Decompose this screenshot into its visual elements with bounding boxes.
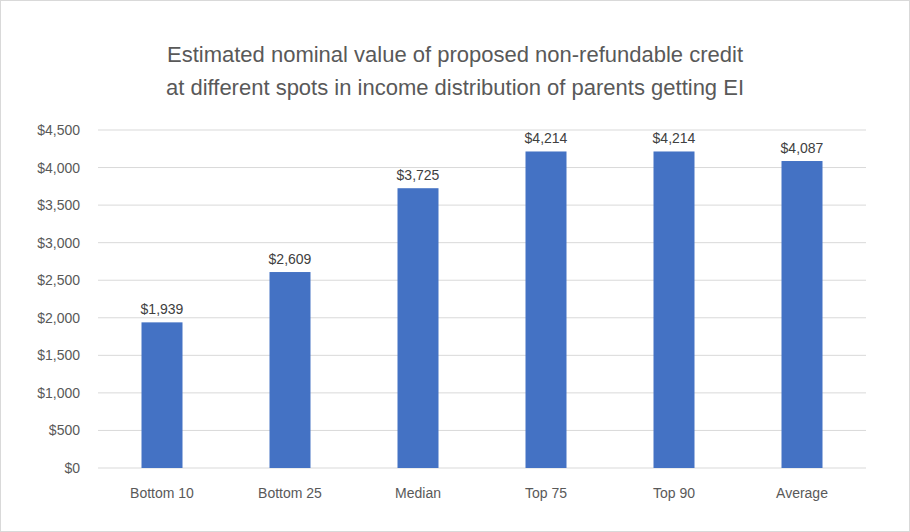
x-tick-label: Top 75 [525,485,567,501]
data-label: $4,214 [653,130,696,146]
bar [398,188,439,468]
y-tick-label: $4,500 [37,122,80,138]
bar [526,151,567,468]
bars [142,151,823,468]
y-axis-range [98,130,99,468]
data-label: $2,609 [269,251,312,267]
chart-area [1,1,910,532]
x-tick-label: Top 90 [653,485,695,501]
y-tick-label: $2,500 [37,272,80,288]
grid-line [98,392,866,393]
y-tick-label: $1,000 [37,385,80,401]
grid-line [98,317,866,318]
grid-line [98,242,866,243]
y-tick-label: $1,500 [37,347,80,363]
x-tick-label: Bottom 25 [258,485,322,501]
grid-line [98,205,866,206]
grid-line [98,167,866,168]
bar [654,151,695,468]
x-axis-line [98,468,866,469]
y-tick-label: $0 [64,460,80,476]
data-label: $3,725 [397,167,440,183]
y-tick-label: $2,000 [37,310,80,326]
y-tick-label: $3,500 [37,197,80,213]
title: Estimated nominal value of proposed non-… [167,42,743,67]
title: at different spots in income distributio… [166,75,744,100]
x-tick-label: Average [776,485,828,501]
bar [142,322,183,468]
y-tick-label: $4,000 [37,160,80,176]
bar [270,272,311,468]
data-label: $1,939 [141,301,184,317]
grid-line [98,280,866,281]
chart: Estimated nominal value of proposed non-… [0,0,910,532]
grid-line [98,355,866,356]
grid-line [98,130,866,131]
y-tick-label: $3,000 [37,235,80,251]
data-label: $4,087 [781,140,824,156]
data-label: $4,214 [525,130,568,146]
bar [782,161,823,468]
x-tick-label: Median [395,485,441,501]
grid-line [98,430,866,431]
y-tick-label: $500 [49,422,80,438]
x-tick-label: Bottom 10 [130,485,194,501]
